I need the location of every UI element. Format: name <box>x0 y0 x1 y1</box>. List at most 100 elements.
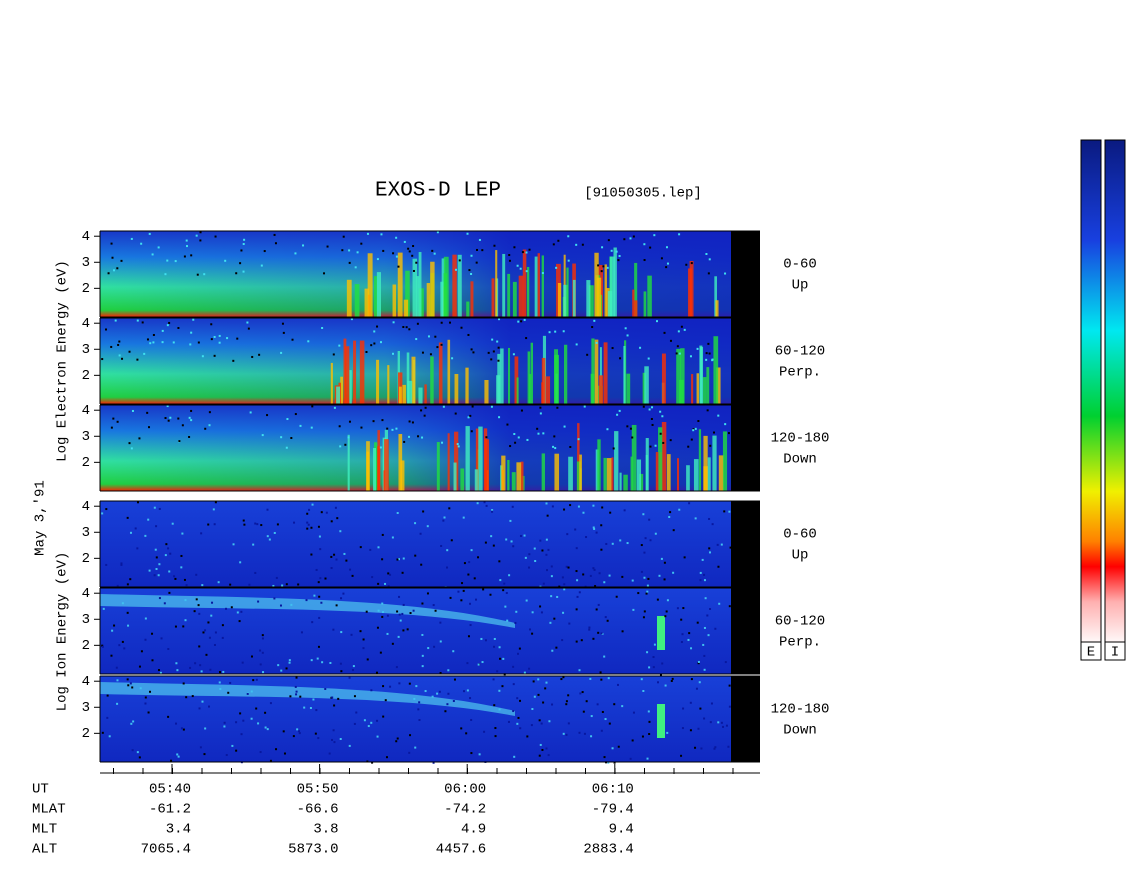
spectrogram-streak <box>623 474 628 491</box>
spectrogram-noise <box>382 715 385 718</box>
spectrogram-noise <box>502 589 505 592</box>
spectrogram-noise <box>724 661 727 664</box>
spectrogram-noise <box>539 539 542 542</box>
spectrogram-streak <box>484 379 489 404</box>
spectrogram-noise <box>342 592 345 595</box>
y-tick-label: 4 <box>82 403 90 419</box>
spectrogram-noise <box>562 732 565 735</box>
spectrogram-noise <box>490 405 493 408</box>
spectrogram-noise <box>259 663 262 666</box>
spectrogram-noise <box>694 427 697 430</box>
spectrogram-noise <box>467 573 470 576</box>
spectrogram-noise <box>663 561 666 564</box>
spectrogram-noise <box>129 682 132 685</box>
spectrogram-streak <box>430 261 435 317</box>
spectrogram-noise <box>330 520 333 523</box>
spectrogram-noise <box>531 708 534 711</box>
spectrogram-noise <box>512 710 515 713</box>
spectrogram-noise <box>106 716 109 719</box>
spectrogram-streak <box>586 280 591 317</box>
spectrogram-streak <box>591 338 595 404</box>
spectrogram-noise <box>281 322 284 325</box>
spectrogram-noise <box>592 504 595 507</box>
spectrogram-noise <box>158 597 161 600</box>
spectrogram-noise <box>238 620 241 623</box>
spectrogram-noise <box>208 636 211 639</box>
spectrogram-noise <box>629 427 632 430</box>
spectrogram-noise <box>596 703 599 706</box>
spectrogram-noise <box>492 350 495 353</box>
spectrogram-noise <box>714 746 717 749</box>
spectrogram-noise <box>653 234 656 237</box>
spectrogram-noise <box>114 319 117 322</box>
spectrogram-noise <box>593 527 596 530</box>
spectrogram-noise <box>144 617 147 620</box>
spectrogram-noise <box>101 731 104 734</box>
spectrogram-noise <box>317 645 320 648</box>
spectrogram-noise <box>389 685 392 688</box>
spectrogram-noise <box>199 746 202 749</box>
spectrogram-noise <box>470 718 473 721</box>
spectrogram-noise <box>183 578 186 581</box>
spectrogram-noise <box>512 683 515 686</box>
spectrogram-noise <box>703 668 706 671</box>
spectrogram-noise <box>650 417 653 420</box>
spectrogram-noise <box>469 624 472 627</box>
spectrogram-noise <box>107 272 110 275</box>
spectrogram-noise <box>585 700 588 703</box>
spectrogram-noise <box>689 355 692 358</box>
spectrogram-streak <box>359 340 365 404</box>
spectrogram-noise <box>174 260 177 263</box>
spectrogram-noise <box>381 602 384 605</box>
spectrogram-noise <box>517 652 520 655</box>
spectrogram-noise <box>208 705 211 708</box>
spectrogram-noise <box>217 581 220 584</box>
spectrogram-streak <box>639 473 644 491</box>
spectrogram-noise <box>671 677 674 680</box>
spectrogram-noise <box>579 692 582 695</box>
spectrogram-streak <box>604 264 607 317</box>
spectrogram-noise <box>629 757 632 760</box>
spectrogram-noise <box>440 321 443 324</box>
spectrogram-noise <box>421 351 424 354</box>
spectrogram-noise <box>608 722 611 725</box>
spectrogram-streak <box>470 281 474 317</box>
spectrogram-noise <box>554 330 557 333</box>
spectrogram-noise <box>477 663 480 666</box>
spectrogram-noise <box>688 502 691 505</box>
spectrogram-noise <box>720 543 723 546</box>
spectrogram-streak <box>452 254 457 317</box>
spectrogram-noise <box>382 611 385 614</box>
spectrogram-noise <box>128 350 131 353</box>
spectrogram-streak <box>609 256 615 317</box>
spectrogram-noise <box>319 577 322 580</box>
spectrogram-noise <box>370 689 373 692</box>
spectrogram-streak <box>712 435 717 491</box>
spectrogram-noise <box>320 601 323 604</box>
data-gap <box>731 676 760 762</box>
spectrogram-noise <box>690 647 693 650</box>
spectrogram-noise <box>637 592 640 595</box>
spectrogram-streak <box>554 354 559 404</box>
y-tick-label: 2 <box>82 368 90 384</box>
spectrogram-noise <box>348 261 351 264</box>
spectrogram-noise <box>281 584 284 587</box>
spectrogram-noise <box>182 728 185 731</box>
spectrogram-noise <box>632 235 635 238</box>
spectrogram-noise <box>285 446 288 449</box>
spectrogram-noise <box>453 678 456 681</box>
channel-label: 60-120 <box>775 344 825 360</box>
spectrogram-streak <box>630 456 633 491</box>
spectrogram-noise <box>590 735 593 738</box>
spectrogram-streak <box>475 428 479 491</box>
spectrogram-noise <box>116 702 119 705</box>
spectrogram-panel <box>100 318 731 404</box>
spectrogram-noise <box>713 747 716 750</box>
spectrogram-noise <box>438 690 441 693</box>
spectrogram-noise <box>379 651 382 654</box>
spectrogram-noise <box>408 420 411 423</box>
spectrogram-noise <box>151 632 154 635</box>
spectrogram-streak <box>686 465 690 491</box>
spectrogram-noise <box>242 270 245 273</box>
spectrogram-noise <box>415 685 418 688</box>
